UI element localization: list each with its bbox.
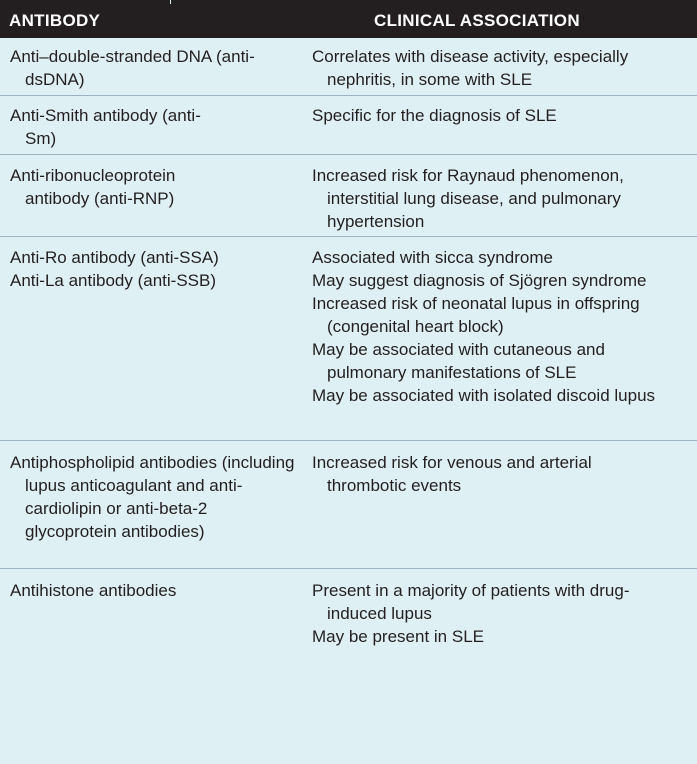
top-border — [0, 0, 697, 4]
association-cell: Increased risk for Raynaud phenomenon, i… — [230, 164, 697, 236]
association-text: Present in a majority of patients with d… — [312, 581, 630, 623]
association-text: Correlates with disease activity, especi… — [312, 47, 629, 89]
association-text: Increased risk for Raynaud phenomenon, i… — [312, 166, 624, 231]
association-text: May be associated with isolated discoid … — [312, 386, 656, 405]
table-header: ANTIBODY CLINICAL ASSOCIATION — [0, 4, 697, 38]
antibody-name: Anti-La antibody (anti-SSB) — [10, 271, 216, 290]
table-row: Anti-Smith antibody (anti-Sm) Specific f… — [0, 96, 697, 155]
association-text: May suggest diagnosis of Sjögren syndrom… — [312, 271, 647, 290]
antibody-cell: Anti-Ro antibody (anti-SSA) Anti-La anti… — [0, 246, 312, 440]
table-row: Anti-ribonucleoprotein antibody (anti-RN… — [0, 155, 697, 237]
table-row: Antihistone antibodies Present in a majo… — [0, 569, 697, 669]
antibody-cell: Antiphospholipid antibodies (including l… — [0, 451, 312, 568]
association-cell: Increased risk for venous and arterial t… — [312, 451, 697, 568]
antibody-name: Antiphospholipid antibodies (including l… — [10, 453, 295, 541]
association-cell: Associated with sicca syndrome May sugge… — [312, 246, 697, 440]
association-cell: Present in a majority of patients with d… — [245, 579, 697, 669]
table-row: Anti-Ro antibody (anti-SSA) Anti-La anti… — [0, 237, 697, 441]
antibody-cell: Anti-ribonucleoprotein antibody (anti-RN… — [0, 164, 230, 236]
association-text: Associated with sicca syndrome — [312, 248, 553, 267]
association-text: Specific for the diagnosis of SLE — [312, 106, 557, 125]
association-text: May be present in SLE — [312, 627, 484, 646]
antibody-cell: Antihistone antibodies — [0, 579, 245, 669]
association-cell: Specific for the diagnosis of SLE — [220, 104, 697, 154]
table-row: Antiphospholipid antibodies (including l… — [0, 441, 697, 569]
header-antibody: ANTIBODY — [9, 11, 101, 30]
antibody-name: Anti-Smith antibody (anti-Sm) — [10, 106, 201, 148]
table-row: Anti–double-stranded DNA (anti-dsDNA) Co… — [0, 38, 697, 96]
antibody-table: ANTIBODY CLINICAL ASSOCIATION Anti–doubl… — [0, 0, 697, 669]
association-text: Increased risk of neonatal lupus in offs… — [312, 294, 640, 336]
antibody-name: Anti–double-stranded DNA (anti-dsDNA) — [10, 47, 255, 89]
antibody-name: Anti-ribonucleoprotein antibody (anti-RN… — [10, 166, 176, 208]
antibody-name: Antihistone antibodies — [10, 581, 177, 600]
antibody-name: Anti-Ro antibody (anti-SSA) — [10, 248, 219, 267]
header-clinical-association: CLINICAL ASSOCIATION — [374, 11, 580, 30]
antibody-cell: Anti-Smith antibody (anti-Sm) — [0, 104, 220, 154]
antibody-cell: Anti–double-stranded DNA (anti-dsDNA) — [0, 45, 260, 95]
association-text: Increased risk for venous and arterial t… — [312, 453, 592, 495]
association-text: May be associated with cutaneous and pul… — [312, 340, 605, 382]
association-cell: Correlates with disease activity, especi… — [260, 45, 697, 95]
